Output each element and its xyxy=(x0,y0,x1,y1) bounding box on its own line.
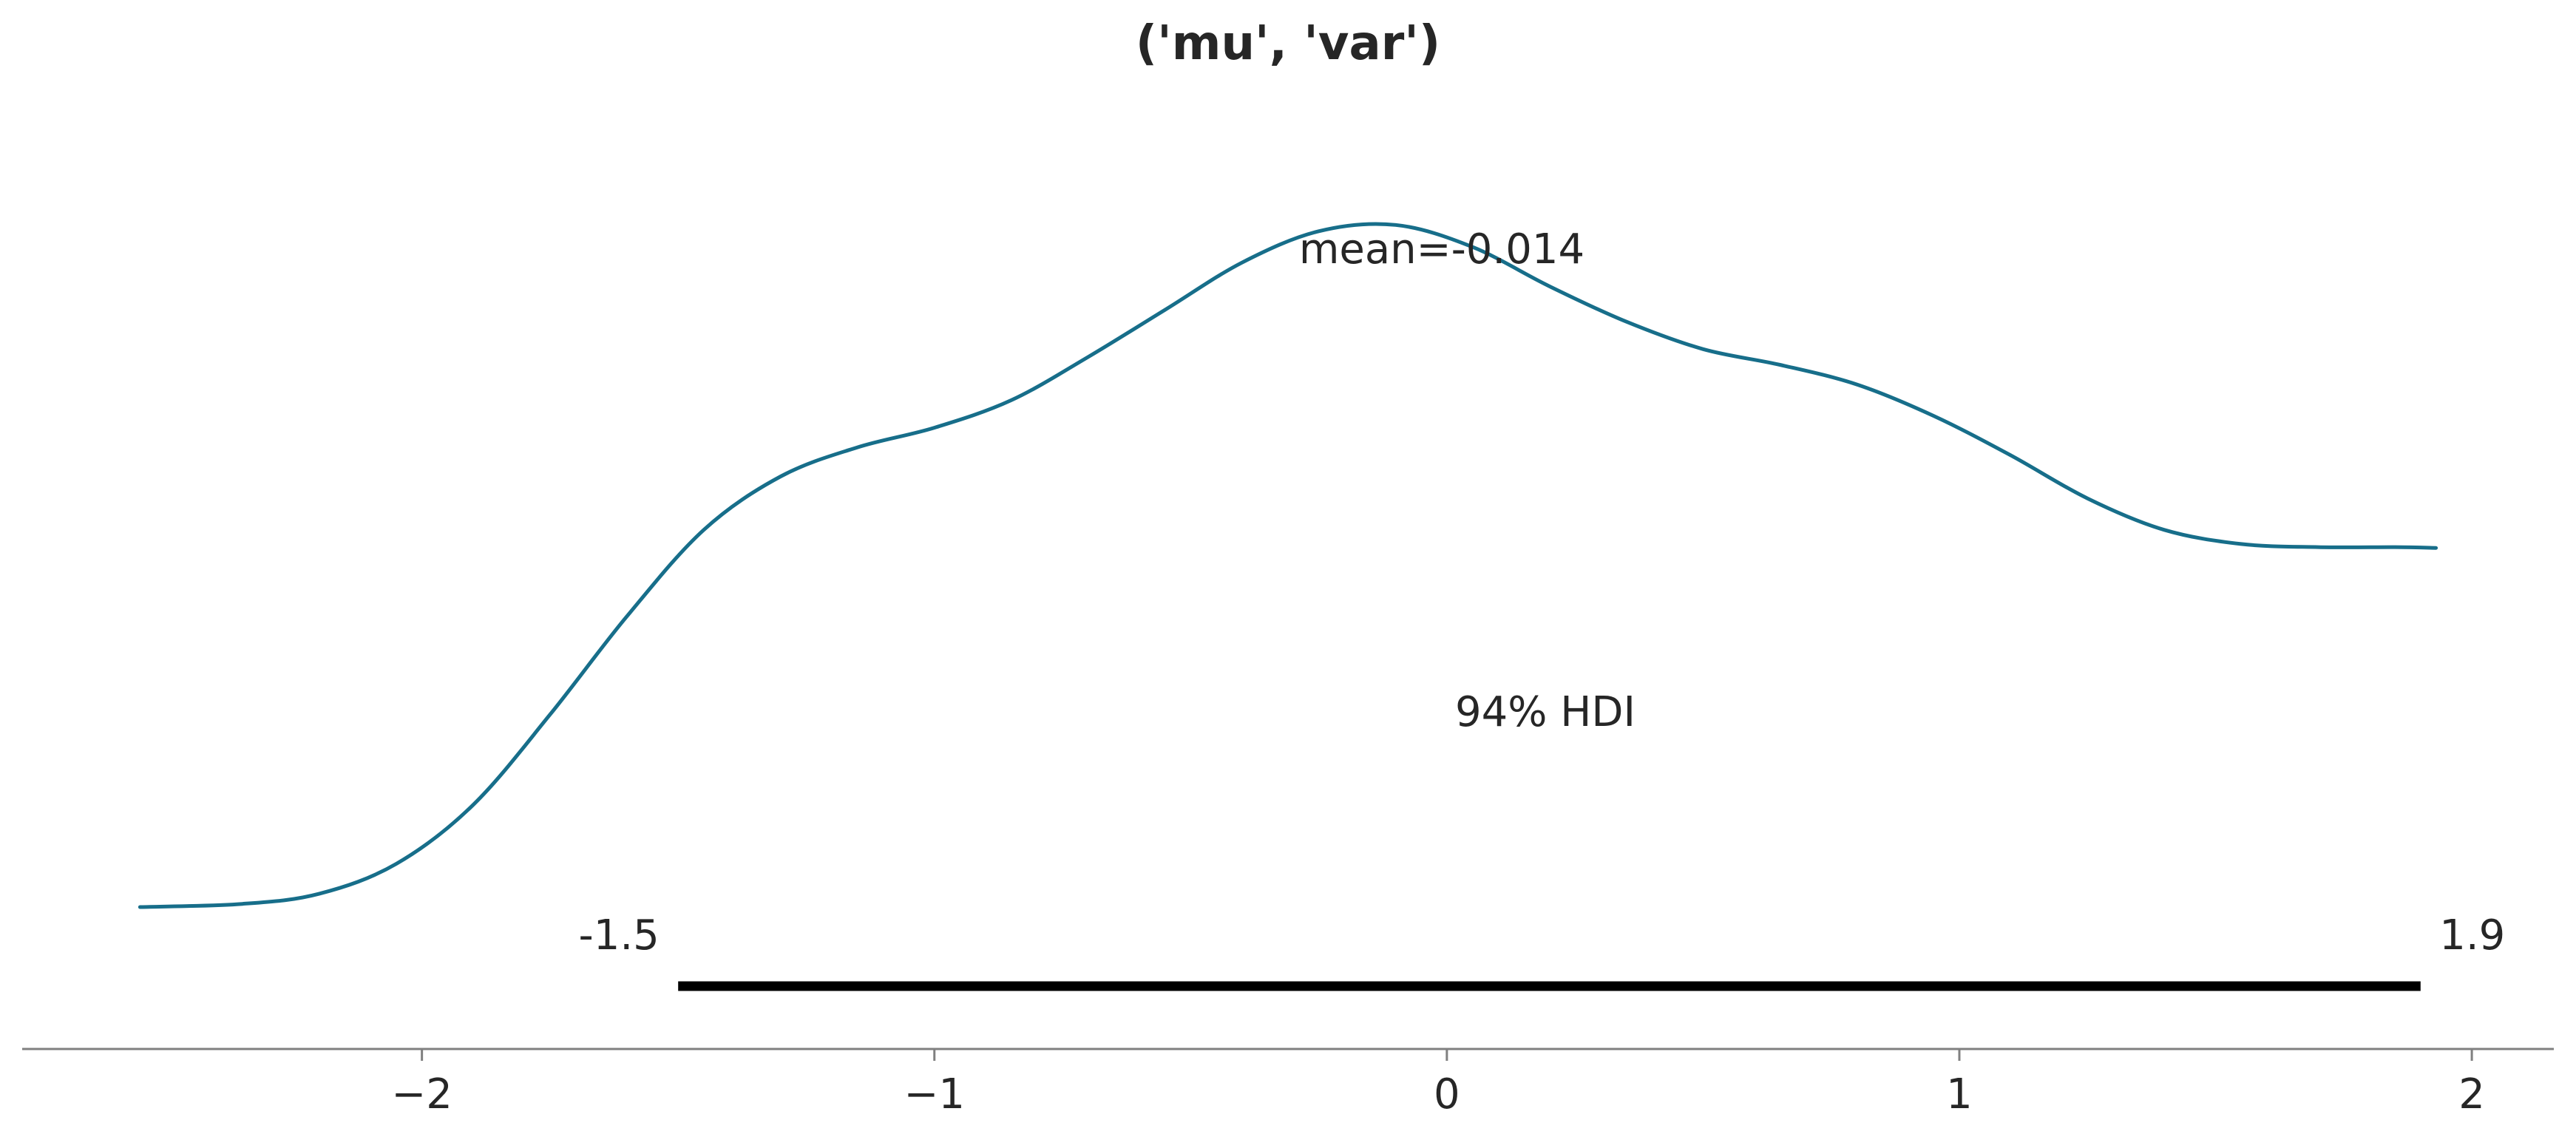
x-axis-ticks: −2 −1 0 1 2 xyxy=(391,1049,2485,1118)
hdi-label: 94% HDI xyxy=(1455,688,1636,736)
x-tick-label: 1 xyxy=(1946,1070,1973,1118)
x-tick-label: 0 xyxy=(1434,1070,1460,1118)
mean-label: mean=-0.014 xyxy=(1299,225,1584,274)
x-tick-label: −2 xyxy=(391,1070,453,1118)
hdi-upper-label: 1.9 xyxy=(2439,911,2505,960)
x-tick-label: −1 xyxy=(904,1070,965,1118)
series-layer xyxy=(138,222,2438,909)
density-curve-0 xyxy=(138,222,2438,909)
x-tick-label: 2 xyxy=(2458,1070,2485,1118)
hdi-lower-label: -1.5 xyxy=(579,911,660,960)
chart-title: ('mu', 'var') xyxy=(1136,16,1440,71)
